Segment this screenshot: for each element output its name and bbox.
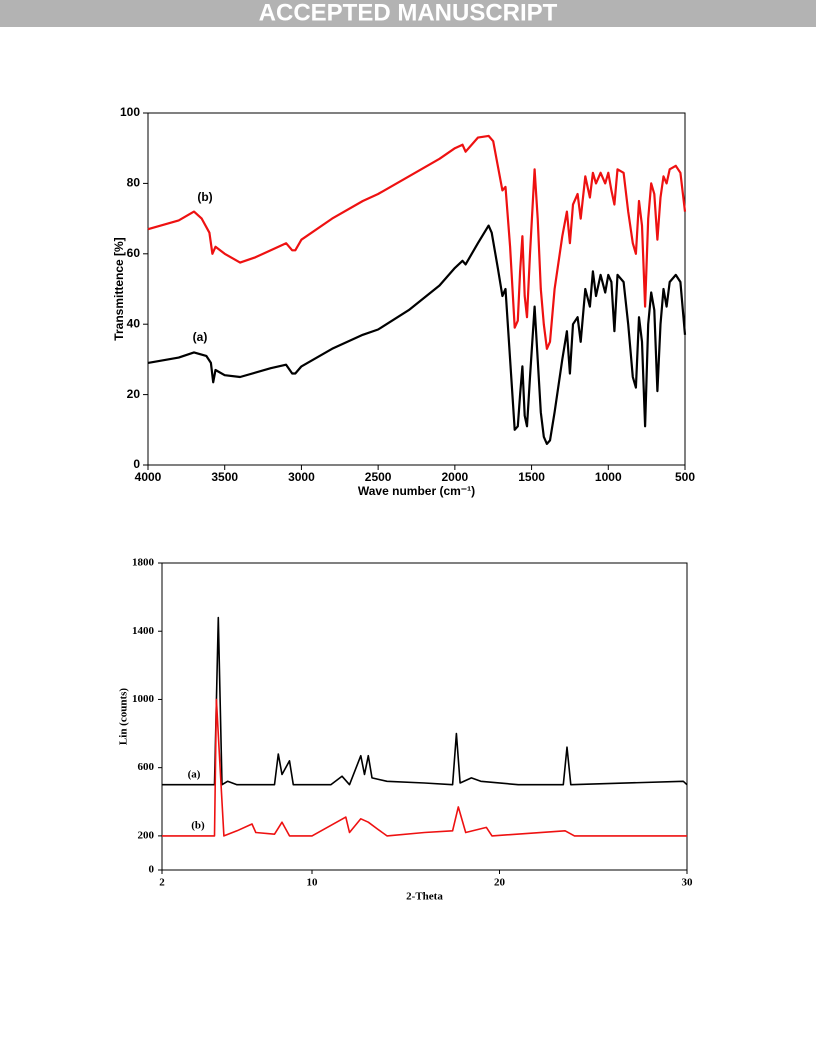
series-line [162, 698, 687, 837]
series-label: (a) [188, 769, 201, 781]
y-tick-label: 0 [133, 457, 140, 471]
y-tick-label: 80 [127, 176, 141, 190]
x-tick-label: 3000 [288, 470, 315, 484]
x-tick-label: 10 [307, 877, 319, 889]
x-tick-label: 500 [675, 470, 695, 484]
y-tick-label: 200 [138, 829, 155, 841]
header-bar [0, 0, 816, 27]
header-title: ACCEPTED MANUSCRIPT [259, 0, 558, 26]
y-axis-label: Transmittence [%] [112, 237, 126, 340]
series-label: (a) [193, 330, 208, 344]
x-tick-label: 2000 [442, 470, 469, 484]
y-tick-label: 100 [120, 105, 140, 119]
x-tick-label: 30 [682, 877, 694, 889]
x-tick-label: 2 [159, 877, 165, 889]
series-label: (b) [197, 190, 212, 204]
x-tick-label: 1000 [595, 470, 622, 484]
x-tick-label: 20 [494, 877, 506, 889]
y-tick-label: 600 [138, 761, 155, 773]
x-axis-label: 2-Theta [406, 891, 443, 903]
y-tick-label: 20 [127, 387, 141, 401]
series-line [162, 616, 688, 786]
x-tick-label: 4000 [135, 470, 162, 484]
x-tick-label: 1500 [518, 470, 545, 484]
y-tick-label: 1000 [132, 693, 155, 705]
series-line [147, 224, 687, 445]
y-tick-label: 40 [127, 316, 141, 330]
x-axis-label: Wave number (cm⁻¹) [358, 484, 475, 498]
plot-frame [161, 562, 688, 871]
plot-frame [147, 112, 686, 466]
y-tick-label: 1800 [132, 557, 155, 569]
y-tick-label: 60 [127, 246, 141, 260]
x-tick-label: 3500 [211, 470, 238, 484]
y-tick-label: 0 [149, 864, 155, 876]
y-axis-label: Lin (counts) [118, 688, 130, 745]
series-label: (b) [191, 820, 205, 832]
y-tick-label: 1400 [132, 625, 155, 637]
chart-1: 2 10 20 30 0 200 600 1000 1400 1800 2-Theta Lin (co… [118, 557, 693, 903]
x-tick-label: 2500 [365, 470, 392, 484]
series-line [147, 134, 687, 350]
chart-0: 4000 3500 3000 2500 2000 1500 1000 500 0 20 40 60 80… [112, 105, 695, 498]
